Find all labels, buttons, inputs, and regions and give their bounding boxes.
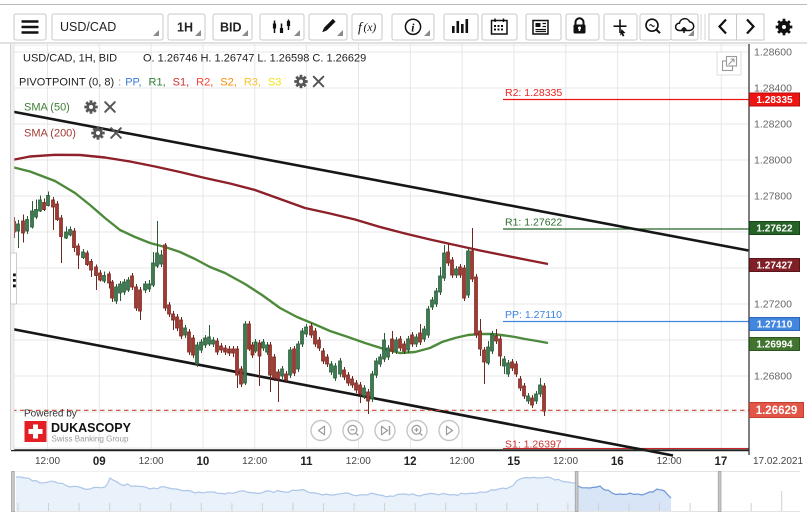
svg-text:1.27800: 1.27800 [754, 191, 792, 203]
svg-text:1.26629: 1.26629 [756, 405, 798, 417]
svg-text:f: f [358, 20, 364, 35]
svg-text:DUKASCOPY: DUKASCOPY [51, 421, 132, 435]
svg-text:R2: 1.28335: R2: 1.28335 [505, 87, 562, 99]
svg-text:S1: 1.26397: S1: 1.26397 [505, 439, 562, 451]
svg-text:USD/CAD: USD/CAD [60, 20, 116, 34]
svg-text:1.28600: 1.28600 [754, 47, 792, 59]
svg-text:12:00: 12:00 [35, 456, 60, 467]
svg-text:1.26800: 1.26800 [754, 371, 792, 383]
svg-text:12:00: 12:00 [346, 456, 371, 467]
svg-text:12: 12 [404, 456, 417, 468]
svg-text:1H: 1H [177, 21, 193, 35]
svg-text:USD/CAD, 1H, BID: USD/CAD, 1H, BID [23, 53, 117, 65]
svg-text:16: 16 [611, 456, 624, 468]
svg-text:12:00: 12:00 [139, 456, 164, 467]
svg-text:15: 15 [507, 456, 520, 468]
svg-text:1.28400: 1.28400 [754, 83, 792, 95]
svg-text:12:00: 12:00 [553, 456, 578, 467]
svg-text:1.27427: 1.27427 [756, 261, 793, 272]
svg-text:17: 17 [715, 456, 728, 468]
svg-text:1.27200: 1.27200 [754, 299, 792, 311]
svg-text:12:00: 12:00 [242, 456, 267, 467]
svg-text:PP: 1.27110: PP: 1.27110 [505, 309, 562, 321]
svg-text:R1: 1.27622: R1: 1.27622 [505, 217, 562, 229]
svg-text:1.28200: 1.28200 [754, 119, 792, 131]
svg-text:11: 11 [300, 456, 313, 468]
svg-text:SMA (200): SMA (200) [24, 128, 76, 140]
svg-text:Powered by: Powered by [24, 409, 77, 420]
svg-text:09: 09 [93, 456, 106, 468]
svg-text:1.27622: 1.27622 [756, 224, 793, 235]
svg-text:1.28335: 1.28335 [756, 95, 793, 106]
svg-text:i: i [411, 23, 415, 35]
svg-text:12:00: 12:00 [449, 456, 474, 467]
svg-text:BID: BID [220, 21, 242, 35]
svg-text:1.27110: 1.27110 [757, 320, 793, 331]
svg-text:SMA (50): SMA (50) [24, 102, 70, 114]
svg-text:O. 1.26746 H. 1.26747 L. 1.265: O. 1.26746 H. 1.26747 L. 1.26598 C. 1.26… [143, 53, 366, 65]
svg-text:1.26994: 1.26994 [756, 340, 793, 351]
svg-text:(x): (x) [364, 22, 377, 34]
svg-text:12:00: 12:00 [657, 456, 682, 467]
svg-text:17.02.2021: 17.02.2021 [753, 456, 803, 467]
svg-text:1.28000: 1.28000 [754, 155, 792, 167]
svg-text:Swiss Banking Group: Swiss Banking Group [52, 434, 129, 444]
svg-text:PIVOTPOINT (0, 8):PP,R1,S1,R2,: PIVOTPOINT (0, 8): PP, R1, S1, R2, S2, R3, S3 [19, 77, 281, 89]
svg-text:10: 10 [197, 456, 210, 468]
